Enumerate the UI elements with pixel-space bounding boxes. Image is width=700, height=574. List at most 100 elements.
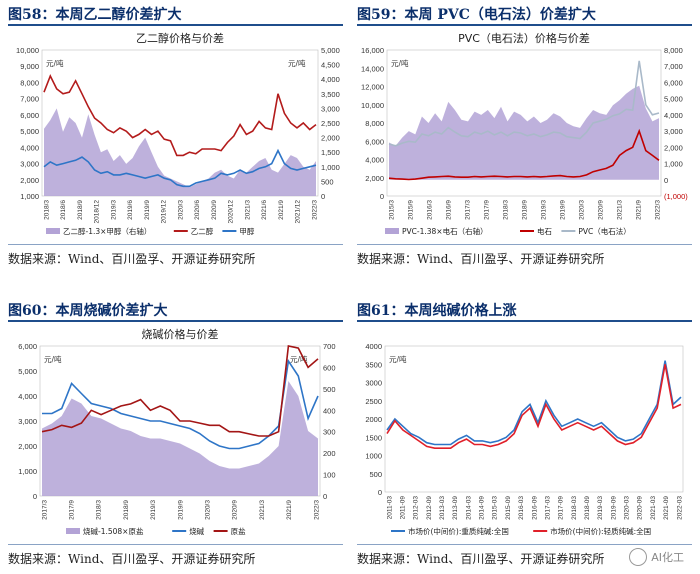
y-tick-left: 1,000: [18, 467, 37, 476]
y-tick-left: 4,000: [365, 156, 384, 165]
y-tick-left: 2,000: [20, 176, 39, 185]
x-tick-label: 2022/3: [654, 200, 661, 220]
x-tick-label: 2014-09: [479, 496, 486, 520]
chart-title: 乙二醇价格与价差: [136, 31, 224, 45]
x-tick-label: 2020-03: [624, 496, 631, 520]
y-tick-left: 6,000: [20, 111, 39, 120]
figure-60-divider: [8, 544, 343, 545]
y-tick-left: 10,000: [16, 46, 39, 55]
x-tick-label: 2015-09: [505, 496, 512, 520]
y-tick-left: 4000: [365, 342, 382, 351]
legend-swatch-0: [66, 528, 80, 534]
x-tick-label: 2012-09: [426, 496, 433, 520]
series-line-1: [386, 364, 682, 449]
y-tick-left: 3,000: [18, 417, 37, 426]
x-tick-label: 2011-03: [386, 496, 393, 520]
figure-58-rule: [8, 24, 343, 26]
x-tick-label: 2021-03: [650, 496, 657, 520]
x-tick-label: 2012-03: [413, 496, 420, 520]
y-tick-left: 8,000: [365, 119, 384, 128]
x-tick-label: 2015/3: [388, 200, 395, 220]
x-tick-label: 2018-09: [584, 496, 591, 520]
x-tick-label: 2013-03: [439, 496, 446, 520]
x-tick-label: 2018/9: [77, 200, 84, 220]
x-tick-label: 2016/9: [445, 200, 452, 220]
y-tick-right: 500: [321, 177, 334, 186]
x-tick-label: 2022-03: [676, 496, 683, 520]
y-tick-right: 100: [323, 471, 336, 480]
figure-61-title: 图61：本周纯碱价格上涨: [357, 303, 517, 319]
y-tick-left: 16,000: [361, 46, 384, 55]
series-line-2: [43, 148, 317, 188]
unit-label-right: 元/吨: [288, 58, 306, 68]
y-tick-right: 2,500: [321, 119, 340, 128]
x-tick-label: 2020/3: [204, 500, 211, 520]
wechat-logo-icon: [629, 548, 648, 566]
y-tick-left: 3500: [365, 360, 382, 369]
figure-61-source: 数据来源：Wind、百川盈孚、开源证券研究所: [357, 552, 605, 566]
y-tick-right: 400: [323, 406, 336, 415]
y-tick-left: 1500: [365, 433, 382, 442]
x-tick-label: 2018/12: [94, 200, 101, 224]
y-tick-right: 600: [323, 363, 336, 372]
y-tick-right: 3,000: [321, 104, 340, 113]
y-tick-right: (1,000): [664, 192, 688, 201]
y-tick-right: 4,000: [664, 111, 683, 120]
figure-61-rule: [357, 320, 692, 322]
x-tick-label: 2020/3: [578, 200, 585, 220]
y-tick-left: 14,000: [361, 64, 384, 73]
figure-58-divider: [8, 244, 343, 245]
x-tick-label: 2020-09: [637, 496, 644, 520]
y-tick-left: 9,000: [20, 62, 39, 71]
y-tick-left: 6,000: [365, 137, 384, 146]
x-tick-label: 2020/9: [211, 200, 218, 220]
x-tick-label: 2018/9: [521, 200, 528, 220]
legend-label-0: 乙二醇-1.3×甲醇（右轴）: [63, 226, 151, 236]
chart-title: 烧碱价格与价差: [142, 327, 219, 341]
figure-60-source: 数据来源：Wind、百川盈孚、开源证券研究所: [8, 552, 256, 566]
x-tick-label: 2021/9: [278, 200, 285, 220]
series-line-2: [41, 345, 319, 437]
y-tick-right: 7,000: [664, 62, 683, 71]
x-tick-label: 2019/12: [161, 200, 168, 224]
y-tick-left: 7,000: [20, 95, 39, 104]
y-tick-right: 6,000: [664, 78, 683, 87]
x-tick-label: 2019/3: [540, 200, 547, 220]
chart-panel-58: 乙二醇价格与价差 10,000 9,000 8,000 7,000 6,000 5,000 4…: [6, 30, 346, 240]
y-tick-left: 3,000: [20, 160, 39, 169]
figure-59-title: 图59：本周 PVC（电石法）价差扩大: [357, 7, 596, 23]
x-tick-label: 2013-09: [452, 496, 459, 520]
x-tick-label: 2021/9: [635, 200, 642, 220]
y-tick-left: 1000: [365, 452, 382, 461]
unit-label-left: 元/吨: [46, 58, 64, 68]
y-tick-right: 0: [323, 492, 327, 501]
x-tick-label: 2019/9: [144, 200, 151, 220]
x-tick-label: 2022/3: [311, 200, 318, 220]
y-tick-right: 700: [323, 342, 336, 351]
legend-label-0: PVC-1.38×电石（右轴）: [402, 226, 488, 236]
y-tick-right: 300: [323, 428, 336, 437]
y-tick-left: 0: [378, 488, 382, 497]
y-tick-right: 1,000: [664, 160, 683, 169]
x-tick-label: 2021/3: [244, 200, 251, 220]
chart-panel-61: 4000 3500 3000 2500 2000 1500 1000 500 0 元/吨 2011-…: [355, 326, 695, 540]
y-tick-left: 2,000: [18, 442, 37, 451]
y-tick-left: 2000: [365, 415, 382, 424]
y-tick-right: 5,000: [664, 95, 683, 104]
x-tick-label: 2021/3: [616, 200, 623, 220]
series-line-1: [388, 128, 660, 181]
legend-swatch-0: [46, 228, 60, 234]
series-line-2: [388, 60, 660, 147]
y-tick-right: 2,000: [664, 143, 683, 152]
figure-59-source: 数据来源：Wind、百川盈孚、开源证券研究所: [357, 252, 605, 266]
x-tick-label: 2019-03: [597, 496, 604, 520]
x-tick-label: 2016-09: [531, 496, 538, 520]
legend-label-1: 乙二醇: [191, 226, 214, 236]
y-tick-left: 4,000: [18, 392, 37, 401]
y-tick-right: 200: [323, 449, 336, 458]
legend-label-2: 甲醇: [239, 226, 254, 236]
y-tick-left: 3000: [365, 379, 382, 388]
figure-60-title: 图60：本周烧碱价差扩大: [8, 303, 168, 319]
y-tick-right: 4,500: [321, 61, 340, 70]
legend-label-1: 市场价(中间价):轻质纯碱:全国: [550, 526, 651, 536]
